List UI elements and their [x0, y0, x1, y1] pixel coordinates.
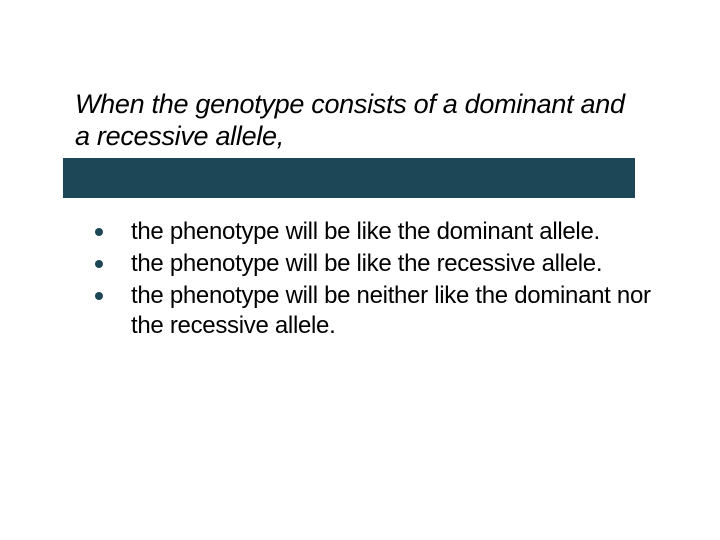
slide-container: When the genotype consists of a dominant… [0, 0, 720, 540]
list-item: the phenotype will be like the dominant … [95, 217, 655, 247]
bullet-text: the phenotype will be like the recessive… [131, 249, 602, 279]
slide-title: When the genotype consists of a dominant… [75, 88, 645, 153]
bullet-icon [95, 228, 103, 236]
bullet-list: the phenotype will be like the dominant … [95, 217, 655, 341]
bullet-icon [95, 292, 103, 300]
title-region: When the genotype consists of a dominant… [75, 88, 645, 153]
bullet-text: the phenotype will be like the dominant … [131, 217, 600, 247]
bullet-text: the phenotype will be neither like the d… [131, 281, 655, 341]
content-region: the phenotype will be like the dominant … [95, 217, 655, 343]
bullet-icon [95, 260, 103, 268]
list-item: the phenotype will be like the recessive… [95, 249, 655, 279]
decorative-bar [63, 158, 635, 198]
list-item: the phenotype will be neither like the d… [95, 281, 655, 341]
